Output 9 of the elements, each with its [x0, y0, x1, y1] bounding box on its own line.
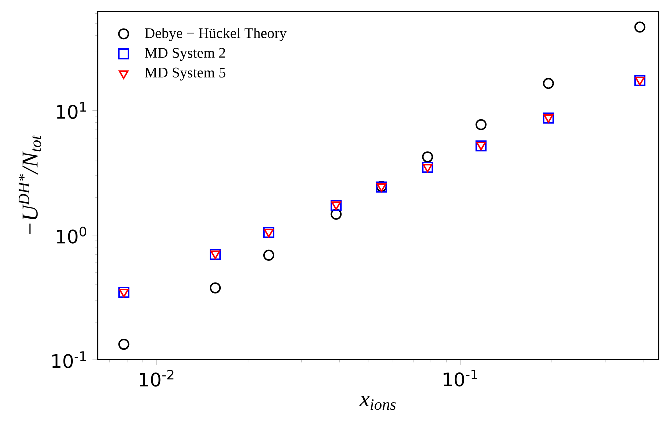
y-axis-title: −U$^{DH*}$/N$_{tot}$: [18, 135, 42, 234]
legend-label: Debye − Hückel Theory: [145, 28, 287, 42]
y-tick-label: 10$^{0}$: [57, 226, 86, 244]
y-tick-label: 10$^{-1}$: [52, 352, 86, 368]
legend-label: MD System 2: [145, 48, 226, 62]
y-tick-label: 10$^{1}$: [57, 102, 86, 120]
x-tick-label: 10$^{-2}$: [140, 370, 174, 387]
x-axis-title: x$_{ions}$: [360, 396, 396, 410]
legend-label: MD System 5: [145, 68, 226, 81]
